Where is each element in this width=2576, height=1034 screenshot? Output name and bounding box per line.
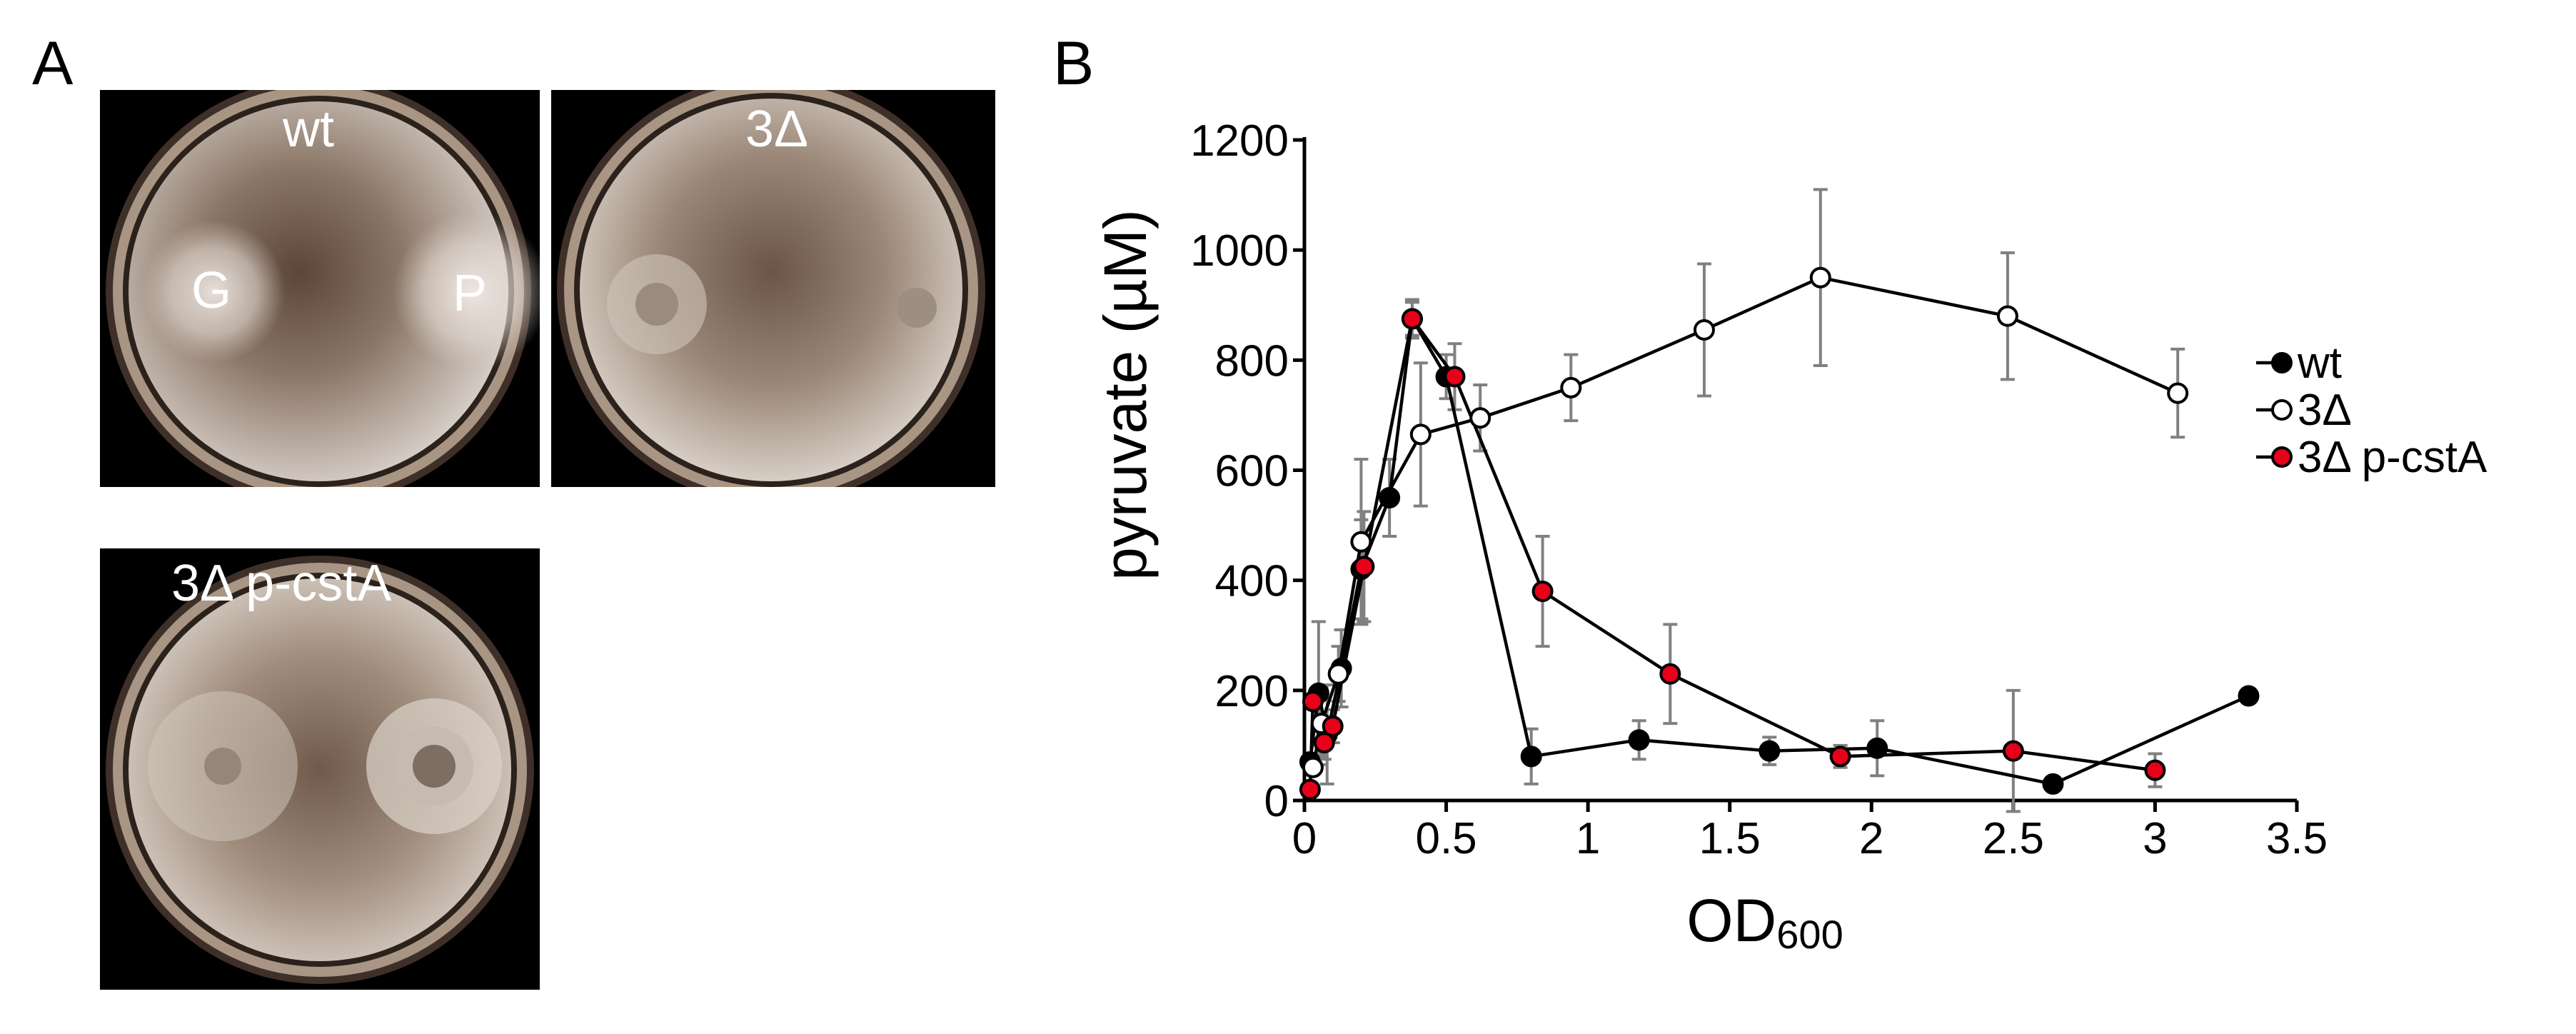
plate-wt-image bbox=[106, 90, 540, 487]
point-3delta-p-csta bbox=[1299, 778, 1321, 800]
point-3delta bbox=[1560, 376, 1582, 398]
line-3delta-p-csta bbox=[1308, 315, 2155, 790]
plate-3delta-image bbox=[557, 90, 985, 487]
plate-wt-pyruvate-spot-label: P bbox=[453, 265, 488, 322]
point-3delta bbox=[1809, 266, 1831, 288]
legend-label-3delta: 3Δ bbox=[2298, 386, 2352, 435]
x-tick-label: 0.5 bbox=[1415, 814, 1476, 863]
point-3delta bbox=[1327, 663, 1349, 685]
x-tick-label: 2 bbox=[1859, 814, 1883, 863]
point-3delta bbox=[1469, 407, 1491, 429]
x-axis-title-main: OD bbox=[1686, 887, 1776, 954]
plate-3delta-p-csta: 3Δ p-cstA bbox=[100, 548, 540, 990]
line-3delta bbox=[1311, 276, 2179, 768]
point-wt bbox=[1866, 737, 1888, 759]
x-tick-label: 1.5 bbox=[1699, 814, 1761, 863]
point-3delta-p-csta bbox=[1444, 366, 1466, 388]
x-tick-label: 3 bbox=[2143, 814, 2167, 863]
x-tick-label: 1 bbox=[1576, 814, 1600, 863]
y-tick-label: 200 bbox=[1215, 667, 1289, 716]
plate-3delta-p-csta-title: 3Δ p-cstA bbox=[171, 555, 392, 612]
point-wt bbox=[1520, 746, 1542, 768]
point-wt bbox=[2042, 773, 2064, 795]
point-3delta-p-csta bbox=[1829, 746, 1851, 768]
point-3delta-p-csta bbox=[1353, 556, 1375, 578]
plate-3delta: 3Δ bbox=[551, 90, 995, 487]
legend-marker-3delta bbox=[2271, 399, 2293, 421]
chart-axes: 0 200 400 600 800 1000 1200 0 0.5 1 1.5 2 2.5 3 3.5 bbox=[1190, 116, 2328, 863]
x-axis-title-subscript: 600 bbox=[1776, 912, 1843, 957]
error-bars bbox=[1311, 188, 2185, 813]
y-tick-label: 1200 bbox=[1190, 116, 1289, 166]
point-wt bbox=[1379, 487, 1401, 509]
point-3delta-p-csta bbox=[1659, 663, 1681, 685]
y-tick-label: 0 bbox=[1264, 777, 1289, 826]
y-tick-label: 1000 bbox=[1190, 226, 1289, 276]
y-axis-title: pyruvate (µM) bbox=[1092, 209, 1159, 581]
line-wt bbox=[1308, 313, 2250, 786]
point-3delta bbox=[1693, 318, 1715, 341]
point-3delta bbox=[1350, 531, 1372, 553]
x-tick-label: 3.5 bbox=[2266, 814, 2328, 863]
plate-wt-title: wt bbox=[283, 101, 334, 158]
y-tick-label: 400 bbox=[1215, 557, 1289, 606]
point-3delta-p-csta bbox=[1401, 308, 1423, 330]
point-3delta-p-csta bbox=[1322, 715, 1344, 737]
plate-3delta-title: 3Δ bbox=[745, 101, 809, 158]
panel-label-a: A bbox=[32, 29, 74, 98]
point-wt bbox=[1759, 740, 1781, 762]
point-3delta bbox=[2167, 382, 2189, 404]
point-wt bbox=[2238, 685, 2260, 707]
y-tick-label: 800 bbox=[1215, 336, 1289, 386]
legend-marker-3delta-p-csta bbox=[2271, 446, 2293, 468]
legend-marker-wt bbox=[2271, 352, 2293, 373]
plate-3delta-p-csta-image bbox=[106, 556, 534, 984]
plate-wt: wt G P bbox=[100, 90, 540, 487]
x-tick-label: 0 bbox=[1292, 814, 1317, 863]
point-3delta-p-csta bbox=[1302, 691, 1324, 713]
point-3delta bbox=[1409, 423, 1432, 446]
y-tick-label: 600 bbox=[1215, 447, 1289, 496]
x-axis-title: OD600 bbox=[1686, 887, 1843, 957]
point-wt bbox=[1628, 729, 1650, 751]
x-tick-label: 2.5 bbox=[1983, 814, 2044, 863]
legend-label-3delta-p-csta: 3Δ p-cstA bbox=[2298, 433, 2487, 482]
point-3delta-p-csta bbox=[1531, 581, 1554, 603]
point-3delta-p-csta bbox=[1313, 732, 1335, 754]
point-3delta bbox=[1996, 305, 2018, 327]
series-markers bbox=[1299, 266, 2260, 800]
plate-wt-glucose-spot-label: G bbox=[191, 262, 232, 319]
point-3delta bbox=[1302, 756, 1324, 778]
legend-label-wt: wt bbox=[2297, 338, 2342, 388]
panel-label-b: B bbox=[1053, 29, 1095, 98]
point-3delta-p-csta bbox=[2002, 740, 2024, 762]
point-3delta-p-csta bbox=[2144, 759, 2166, 781]
